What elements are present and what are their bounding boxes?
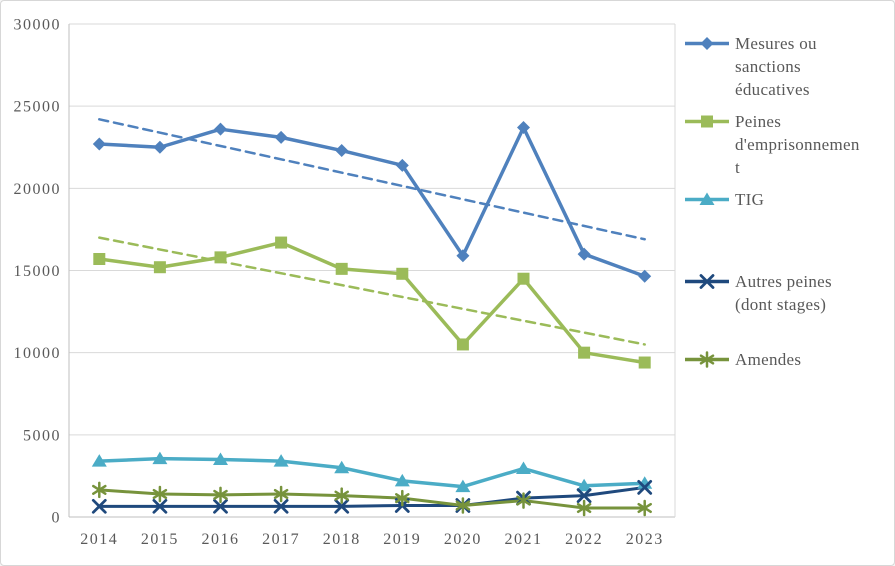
y-tick-label: 20000	[14, 181, 62, 198]
trendline	[98, 236, 646, 346]
diamond-marker-icon	[638, 269, 652, 283]
x-marker-icon	[91, 498, 107, 514]
x-tick-label: 2021	[505, 531, 543, 548]
x-marker-icon	[152, 498, 168, 514]
series-line	[97, 488, 647, 510]
x-tick-label: 2016	[202, 531, 240, 548]
x-marker-icon	[637, 480, 653, 495]
diamond-marker-icon	[92, 137, 106, 151]
x-tick-label: 2022	[565, 531, 603, 548]
star-marker-icon	[273, 488, 289, 500]
trendline	[98, 118, 646, 241]
triangle-marker-icon	[213, 452, 228, 465]
star-marker-icon	[395, 493, 410, 504]
legend-key-icon	[685, 274, 729, 289]
square-marker-icon	[638, 356, 651, 369]
x-marker-icon	[273, 498, 289, 514]
legend-key-icon	[685, 192, 729, 205]
square-marker-icon	[275, 236, 288, 249]
y-tick-label: 25000	[14, 99, 62, 116]
square-marker-icon	[456, 338, 469, 351]
star-marker-icon	[699, 354, 715, 365]
star-marker-icon	[152, 488, 168, 500]
diamond-marker-icon	[274, 130, 288, 144]
square-marker-icon	[93, 252, 106, 265]
y-tick-label: 30000	[14, 17, 62, 34]
legend-item-3: TIG	[684, 188, 764, 211]
star-marker-icon	[213, 489, 228, 500]
legend-label: TIG	[735, 190, 765, 209]
y-tick-label: 0	[52, 510, 62, 527]
diamond-marker-icon	[395, 158, 409, 172]
x-marker-icon	[213, 498, 228, 514]
legend-item-4: Autres peines (dont stages)	[684, 270, 832, 316]
diamond-marker-icon	[700, 37, 714, 50]
triangle-marker-icon	[455, 479, 471, 493]
diamond-marker-icon	[214, 122, 227, 136]
x-marker-icon	[334, 498, 350, 514]
square-marker-icon	[701, 115, 713, 128]
triangle-marker-icon	[394, 473, 410, 487]
star-marker-icon	[576, 502, 592, 514]
series-line	[97, 125, 647, 279]
triangle-marker-icon	[334, 460, 350, 474]
legend-label: Amendes	[735, 350, 802, 369]
y-tick-label: 10000	[14, 345, 62, 362]
star-marker-icon	[516, 495, 531, 506]
x-tick-label: 2014	[80, 531, 118, 548]
diamond-marker-icon	[335, 144, 349, 158]
legend-key-icon	[685, 351, 729, 368]
series-line	[97, 456, 647, 489]
legend-label: Mesures ou sanctions éducatives	[735, 34, 817, 99]
y-tick-label: 15000	[14, 263, 62, 280]
square-marker-icon	[517, 272, 530, 285]
triangle-marker-icon	[699, 192, 715, 205]
square-marker-icon	[396, 267, 409, 280]
legend-item-5: Amendes	[684, 348, 801, 371]
star-marker-icon	[92, 484, 107, 495]
square-marker-icon	[578, 346, 591, 359]
square-marker-icon	[335, 262, 348, 275]
triangle-marker-icon	[152, 451, 168, 465]
triangle-marker-icon	[273, 454, 289, 467]
diamond-marker-icon	[517, 121, 530, 135]
diamond-marker-icon	[153, 140, 167, 154]
legend-key-icon	[685, 37, 729, 50]
x-marker-icon	[576, 488, 592, 504]
square-marker-icon	[153, 261, 166, 274]
x-tick-label: 2023	[626, 531, 664, 548]
legend-label: Peines d'emprisonnemen t	[735, 112, 860, 177]
x-tick-label: 2017	[262, 531, 300, 548]
diamond-marker-icon	[456, 249, 470, 263]
legend-item-1: Mesures ou sanctions éducatives	[684, 32, 817, 101]
x-marker-icon	[699, 274, 715, 289]
series-line	[97, 485, 647, 508]
star-marker-icon	[334, 490, 349, 501]
triangle-marker-icon	[637, 476, 653, 489]
y-tick-label: 5000	[23, 427, 61, 444]
legend-key-icon	[685, 115, 729, 128]
square-marker-icon	[214, 251, 227, 264]
legend-item-2: Peines d'emprisonnemen t	[684, 110, 860, 179]
star-marker-icon	[455, 500, 471, 511]
x-tick-label: 2020	[444, 531, 482, 548]
star-marker-icon	[637, 502, 652, 514]
x-tick-label: 2019	[383, 531, 421, 548]
triangle-marker-icon	[91, 454, 107, 467]
diamond-marker-icon	[577, 247, 591, 261]
x-tick-label: 2018	[323, 531, 361, 548]
triangle-marker-icon	[576, 478, 592, 492]
x-tick-label: 2015	[141, 531, 179, 548]
triangle-marker-icon	[516, 461, 531, 475]
series-line	[97, 240, 647, 365]
legend-label: Autres peines (dont stages)	[735, 272, 832, 314]
